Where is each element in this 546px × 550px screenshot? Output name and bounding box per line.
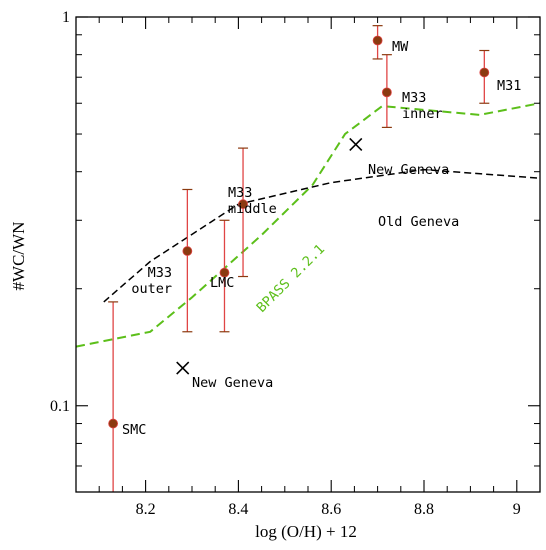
point-label-line: inner (402, 106, 443, 122)
new-geneva-markers (176, 137, 363, 375)
point-label-line: MW (392, 39, 409, 55)
data-point (238, 199, 248, 210)
data-point (108, 418, 119, 429)
data-point (479, 67, 490, 78)
point-label: LMC (210, 275, 234, 291)
data-point (182, 246, 193, 256)
point-label-line: outer (131, 281, 172, 297)
new-geneva-marker-stroke (176, 361, 190, 375)
model-curves (75, 102, 541, 348)
series-line-old-geneva (103, 168, 541, 303)
bpass-label: BPASS 2.2.1 (254, 241, 329, 316)
point-label: M33 outer (131, 265, 172, 297)
point-label-line: M31 (497, 78, 521, 94)
new-geneva-marker (176, 361, 190, 375)
new-geneva-marker (349, 137, 363, 152)
data-points (108, 35, 490, 429)
point-label: M33 inner (402, 90, 443, 122)
y-axis-title: #WC/WN (9, 222, 28, 291)
y-tick-label: 1 (62, 9, 70, 26)
tick-labels: 8.2 8.4 8.6 8.8 9 1 0.1 (50, 9, 521, 518)
new-geneva-marker-stroke (349, 137, 363, 152)
point-label-line: middle (228, 201, 277, 217)
new-geneva-label-lower: New Geneva (192, 375, 273, 391)
x-tick-label: 8.4 (228, 501, 248, 518)
point-label-line: M33 (148, 265, 172, 281)
data-point (381, 87, 392, 98)
point-label-line: M33 (402, 90, 426, 106)
point-label: MW (392, 39, 409, 55)
axes (75, 16, 541, 493)
data-point (372, 35, 383, 46)
x-tick-label: 8.6 (321, 501, 341, 518)
point-label-line: LMC (210, 275, 234, 291)
new-geneva-label-upper: New Geneva (368, 162, 449, 178)
point-label: M33 middle (228, 185, 277, 217)
y-tick-label: 0.1 (50, 398, 70, 415)
series-line-bpass-2-2-1 (75, 102, 541, 348)
x-tick-label: 8.2 (136, 501, 156, 518)
x-tick-label: 9 (513, 501, 521, 518)
x-axis-title: log (O/H) + 12 (255, 522, 357, 541)
data-point (219, 267, 230, 278)
point-label: M31 (497, 78, 521, 94)
point-label-line: SMC (122, 422, 146, 438)
x-tick-label: 8.8 (414, 501, 434, 518)
old-geneva-label: Old Geneva (378, 214, 459, 230)
point-label-line: M33 (228, 185, 252, 201)
point-label: SMC (122, 422, 146, 438)
